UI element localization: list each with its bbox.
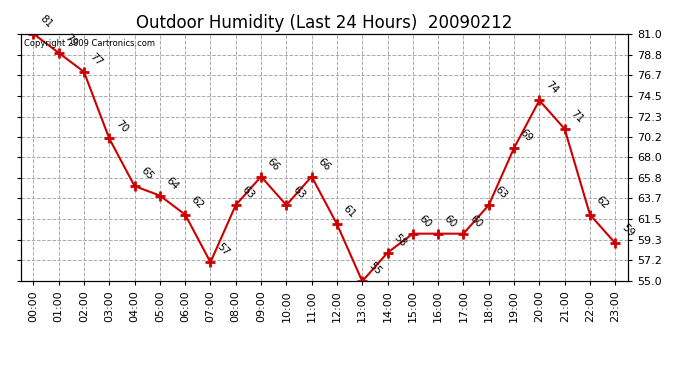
Text: 59: 59 — [620, 223, 636, 239]
Text: 70: 70 — [113, 118, 130, 134]
Text: 55: 55 — [366, 261, 383, 277]
Title: Outdoor Humidity (Last 24 Hours)  20090212: Outdoor Humidity (Last 24 Hours) 2009021… — [136, 14, 513, 32]
Text: 60: 60 — [417, 213, 433, 230]
Text: Copyright 2009 Cartronics.com: Copyright 2009 Cartronics.com — [23, 39, 155, 48]
Text: 63: 63 — [290, 184, 307, 201]
Text: 57: 57 — [215, 242, 231, 258]
Text: 79: 79 — [63, 32, 79, 49]
Text: 63: 63 — [240, 184, 257, 201]
Text: 58: 58 — [392, 232, 408, 249]
Text: 77: 77 — [88, 51, 105, 68]
Text: 69: 69 — [518, 128, 535, 144]
Text: 60: 60 — [442, 213, 459, 230]
Text: 62: 62 — [189, 194, 206, 210]
Text: 60: 60 — [468, 213, 484, 230]
Text: 66: 66 — [316, 156, 333, 172]
Text: 62: 62 — [594, 194, 611, 210]
Text: 66: 66 — [265, 156, 282, 172]
Text: 74: 74 — [544, 80, 560, 96]
Text: 61: 61 — [341, 204, 357, 220]
Text: 81: 81 — [37, 13, 54, 30]
Text: 65: 65 — [139, 165, 155, 182]
Text: 63: 63 — [493, 184, 509, 201]
Text: 64: 64 — [164, 175, 181, 191]
Text: 71: 71 — [569, 108, 585, 125]
